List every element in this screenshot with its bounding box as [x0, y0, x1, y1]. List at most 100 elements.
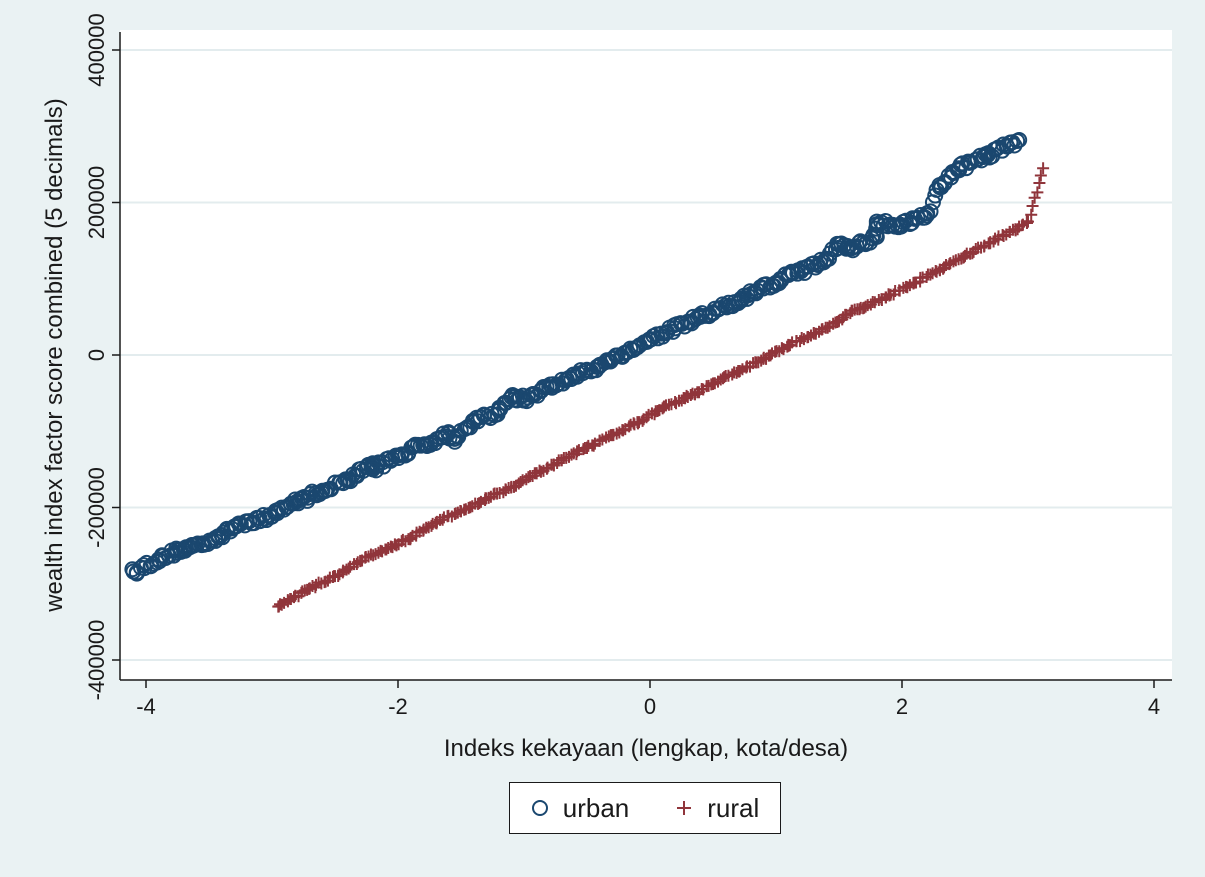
data-point-urban: [270, 501, 287, 518]
tick-labels: -4 -2 0 2 4 -400000 -200000 0 200000 400000: [84, 13, 1160, 719]
data-point-rural: [284, 593, 297, 605]
data-point-urban: [979, 147, 996, 164]
data-point-rural: [984, 236, 997, 249]
data-point-rural: [1025, 208, 1038, 221]
data-point-urban: [742, 286, 759, 302]
data-point-rural: [656, 402, 669, 415]
data-point-rural: [367, 549, 380, 562]
data-point-rural: [707, 377, 719, 390]
data-point-urban: [516, 391, 532, 408]
data-point-rural: [530, 467, 543, 480]
data-point-rural: [555, 454, 568, 467]
data-point-rural: [631, 416, 644, 429]
data-point-urban: [705, 304, 721, 321]
data-point-rural: [404, 532, 417, 544]
data-point-rural: [807, 327, 820, 340]
data-point-rural: [1034, 169, 1047, 182]
data-point-urban: [591, 356, 608, 373]
x-tick-label: 0: [644, 694, 656, 719]
data-point-urban: [238, 513, 255, 530]
data-point-urban: [868, 228, 885, 245]
data-point-rural: [782, 339, 795, 352]
data-point-rural: [997, 230, 1010, 243]
y-tick-label: -200000: [84, 467, 109, 548]
y-tick-label: 0: [84, 349, 109, 361]
data-point-rural: [670, 397, 683, 410]
series-rural: [272, 162, 1050, 613]
series-urban: [124, 131, 1028, 582]
x-axis-title: Indeks kekayaan (lengkap, kota/desa): [444, 735, 848, 762]
data-point-rural: [354, 554, 367, 567]
data-point-rural: [1028, 191, 1041, 204]
series-layer: [124, 131, 1050, 613]
data-point-rural: [466, 500, 479, 513]
data-point-urban: [667, 320, 684, 337]
data-point-urban: [566, 368, 583, 385]
data-point-rural: [303, 582, 316, 595]
data-point-urban: [604, 350, 621, 367]
data-point-rural: [959, 249, 971, 262]
legend-item-rural: rural: [675, 793, 759, 824]
data-point-urban: [213, 526, 230, 543]
circle-icon: [531, 800, 548, 816]
data-point-urban: [950, 160, 967, 177]
x-tick-label: 4: [1148, 694, 1160, 719]
data-point-rural: [310, 578, 323, 591]
data-point-rural: [505, 480, 518, 493]
data-point-rural: [1009, 223, 1022, 236]
x-tick-label: -2: [388, 694, 408, 719]
data-point-rural: [681, 390, 694, 403]
data-point-rural: [617, 424, 630, 437]
data-point-rural: [455, 505, 467, 518]
data-point-urban: [642, 331, 658, 348]
x-tick-label: -4: [136, 694, 156, 719]
data-point-urban: [364, 461, 381, 478]
data-point-rural: [329, 570, 341, 583]
legend-label-rural: rural: [707, 792, 760, 823]
data-point-rural: [859, 300, 872, 313]
data-point-rural: [480, 492, 493, 505]
y-tick-label: 200000: [84, 166, 109, 239]
data-point-urban: [549, 376, 566, 393]
data-point-rural: [858, 301, 871, 314]
data-point-urban: [843, 240, 860, 257]
legend: urban rural: [509, 782, 781, 834]
data-point-rural: [571, 445, 584, 458]
data-point-rural: [933, 263, 946, 276]
data-point-urban: [339, 471, 356, 488]
y-tick-label: -400000: [84, 620, 109, 701]
data-point-rural: [272, 600, 285, 613]
data-point-urban: [1011, 131, 1028, 148]
data-point-rural: [379, 543, 392, 556]
data-point-rural: [581, 442, 593, 455]
data-point-urban: [289, 493, 306, 510]
y-axis-title: wealth index factor score combined (5 de…: [41, 98, 68, 613]
data-point-rural: [1026, 199, 1039, 212]
data-point-rural: [1022, 215, 1034, 228]
data-point-urban: [793, 263, 810, 280]
data-point-urban: [150, 551, 167, 568]
data-point-urban: [287, 491, 304, 508]
legend-item-urban: urban: [531, 793, 629, 824]
data-point-urban: [541, 379, 558, 396]
data-point-urban: [446, 430, 463, 447]
data-point-urban: [894, 217, 910, 234]
data-point-rural: [833, 314, 845, 327]
data-point-urban: [390, 447, 406, 464]
axes: [112, 32, 1172, 688]
data-point-urban: [931, 179, 948, 196]
data-point-urban: [685, 308, 702, 325]
data-point-urban: [125, 563, 142, 580]
data-point-rural: [901, 281, 914, 294]
data-point-urban: [490, 402, 507, 419]
data-point-rural: [514, 475, 527, 488]
data-point-rural: [1031, 186, 1044, 199]
data-point-rural: [757, 352, 770, 365]
data-point-rural: [606, 429, 619, 442]
data-point-rural: [717, 372, 730, 385]
data-point-urban: [868, 213, 885, 230]
data-point-rural: [1037, 162, 1050, 175]
data-point-urban: [768, 274, 784, 291]
